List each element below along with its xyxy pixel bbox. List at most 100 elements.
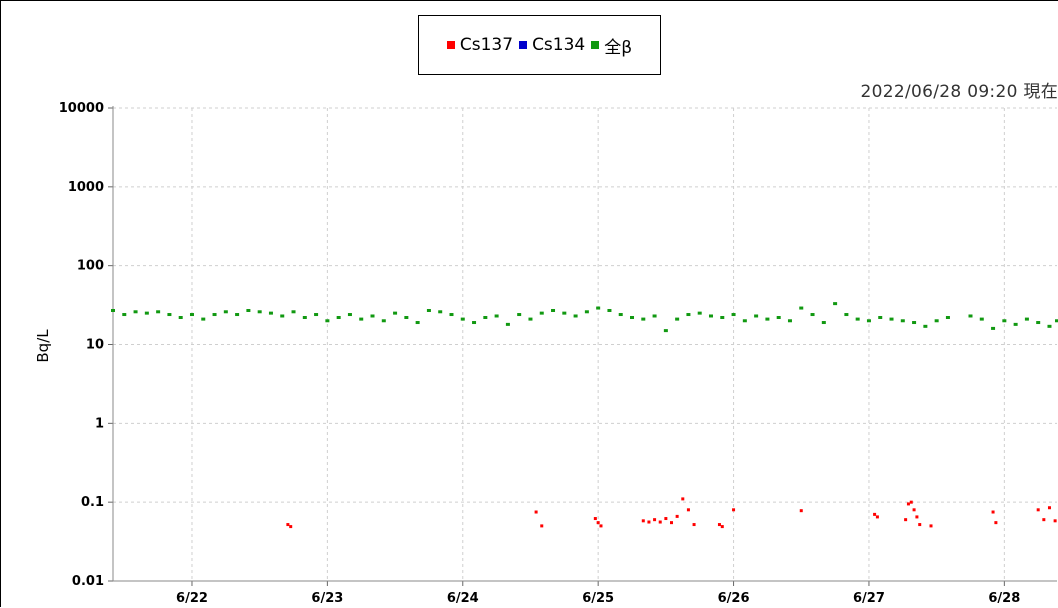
data-point-gross-beta	[314, 313, 319, 317]
data-point-cs137	[1047, 506, 1051, 510]
data-point-gross-beta	[415, 321, 420, 325]
data-point-gross-beta	[539, 311, 544, 315]
data-point-gross-beta	[393, 311, 398, 315]
data-point-gross-beta	[708, 314, 713, 318]
y-tick-label: 10	[86, 338, 104, 353]
data-point-gross-beta	[347, 313, 352, 317]
y-tick-label: 0.1	[81, 495, 104, 510]
y-tick-label: 1000	[68, 180, 104, 195]
data-point-cs137	[658, 520, 662, 524]
legend-item-cs137[interactable]: Cs137	[446, 35, 514, 55]
data-point-gross-beta	[551, 308, 556, 312]
data-point-gross-beta	[641, 317, 646, 321]
data-point-gross-beta	[900, 319, 905, 323]
data-point-gross-beta	[257, 310, 262, 314]
legend: Cs137 Cs134 全β	[418, 15, 661, 75]
x-tick-label: 6/23	[311, 591, 343, 606]
data-point-gross-beta	[991, 326, 996, 330]
data-point-cs137	[720, 525, 724, 529]
data-point-gross-beta	[697, 311, 702, 315]
data-point-gross-beta	[810, 313, 815, 317]
series-layer	[111, 302, 1058, 529]
data-point-gross-beta	[765, 317, 770, 321]
x-tick-label: 6/22	[176, 591, 208, 606]
x-tick-label: 6/25	[582, 591, 614, 606]
legend-item-gross-beta[interactable]: 全β	[591, 33, 632, 58]
data-point-gross-beta	[212, 313, 217, 317]
data-point-gross-beta	[505, 322, 510, 326]
x-tick-label: 6/28	[988, 591, 1020, 606]
data-point-cs137	[799, 509, 803, 513]
data-point-cs137	[675, 514, 679, 518]
data-point-cs137	[717, 523, 721, 527]
data-point-gross-beta	[1024, 317, 1029, 321]
data-point-cs137	[915, 515, 919, 519]
y-tick-label: 0.01	[72, 574, 104, 589]
legend-item-cs134[interactable]: Cs134	[519, 35, 585, 55]
data-point-cs137	[692, 523, 696, 527]
data-point-cs137	[647, 520, 651, 524]
data-point-gross-beta	[201, 317, 206, 321]
data-point-gross-beta	[517, 313, 522, 317]
data-point-cs137	[875, 515, 879, 519]
data-point-cs137	[906, 502, 910, 506]
data-point-gross-beta	[438, 310, 443, 314]
data-point-gross-beta	[426, 308, 431, 312]
grid-layer	[113, 107, 1057, 582]
data-point-gross-beta	[268, 311, 273, 315]
data-point-gross-beta	[189, 313, 194, 317]
legend-swatch-gross-beta	[591, 41, 600, 49]
data-point-gross-beta	[144, 311, 149, 315]
data-point-cs137	[909, 500, 913, 504]
data-point-gross-beta	[472, 321, 477, 325]
data-point-gross-beta	[776, 316, 781, 320]
data-point-cs137	[596, 521, 600, 525]
data-point-gross-beta	[855, 317, 860, 321]
data-point-gross-beta	[720, 316, 725, 320]
y-tick-label: 10000	[59, 101, 104, 116]
data-point-cs137	[1042, 518, 1046, 522]
data-point-gross-beta	[370, 314, 375, 318]
data-point-gross-beta	[325, 319, 330, 323]
x-tick-label: 6/24	[447, 591, 479, 606]
data-point-gross-beta	[889, 317, 894, 321]
legend-label-gross-beta: 全β	[604, 37, 633, 58]
data-point-gross-beta	[866, 319, 871, 323]
data-point-cs137	[670, 521, 674, 525]
data-point-gross-beta	[821, 321, 826, 325]
data-point-gross-beta	[122, 313, 127, 317]
legend-label-cs137: Cs137	[459, 35, 514, 55]
data-point-cs137	[918, 523, 922, 527]
data-point-gross-beta	[945, 316, 950, 320]
data-point-gross-beta	[178, 316, 183, 320]
data-point-gross-beta	[1055, 319, 1058, 323]
data-point-gross-beta	[562, 311, 567, 315]
data-point-cs137	[929, 524, 933, 528]
data-point-gross-beta	[675, 317, 680, 321]
data-point-cs137	[991, 510, 995, 514]
data-point-cs137	[732, 508, 736, 512]
data-point-gross-beta	[359, 317, 364, 321]
data-point-cs137	[1053, 519, 1057, 523]
data-point-cs137	[286, 523, 290, 527]
data-point-gross-beta	[336, 316, 341, 320]
series-cs137	[286, 497, 1057, 529]
data-point-gross-beta	[968, 314, 973, 318]
data-point-gross-beta	[731, 313, 736, 317]
data-point-gross-beta	[133, 310, 138, 314]
data-point-gross-beta	[1002, 319, 1007, 323]
y-axis-label: Bq/L	[34, 329, 52, 363]
data-point-gross-beta	[280, 314, 285, 318]
data-point-cs137	[289, 525, 293, 529]
data-point-gross-beta	[494, 314, 499, 318]
data-point-gross-beta	[1047, 324, 1052, 328]
data-point-gross-beta	[618, 313, 623, 317]
data-point-gross-beta	[934, 319, 939, 323]
data-point-gross-beta	[607, 308, 612, 312]
data-point-gross-beta	[754, 314, 759, 318]
data-point-gross-beta	[584, 310, 589, 314]
data-point-gross-beta	[686, 313, 691, 317]
data-point-gross-beta	[1036, 321, 1041, 325]
